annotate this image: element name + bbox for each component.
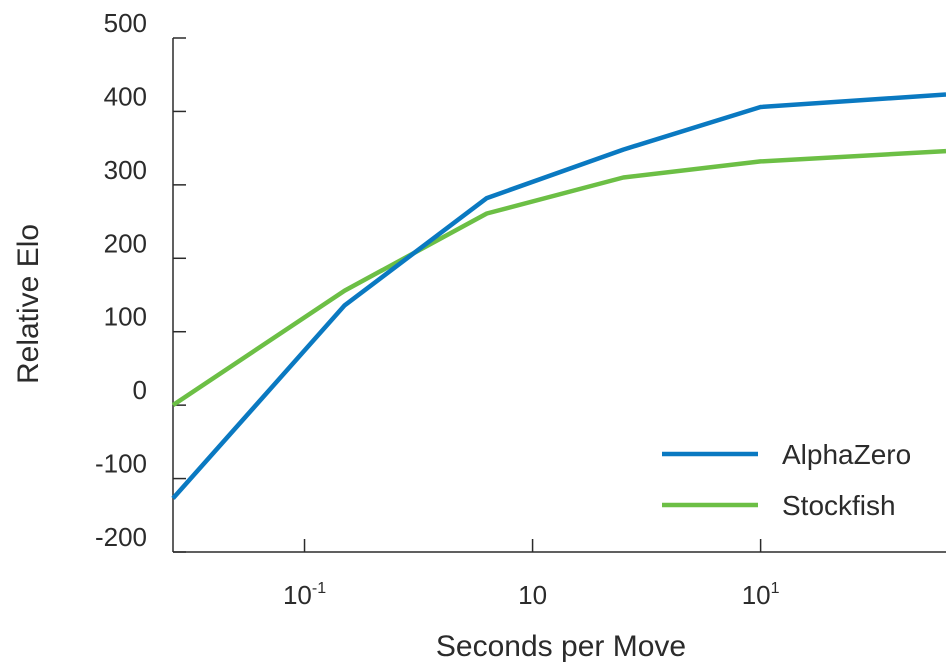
x-axis-label: Seconds per Move	[436, 630, 686, 663]
series-line-alphazero	[171, 92, 946, 500]
legend: AlphaZero Stockfish	[662, 439, 911, 521]
series-line-stockfish	[171, 148, 946, 407]
x-tick-label: 10-1	[283, 580, 326, 610]
x-tick-label: 10	[518, 580, 547, 610]
y-axis-label: Relative Elo	[12, 224, 45, 384]
y-tick-label: 200	[104, 228, 147, 258]
y-tick-label: 500	[104, 8, 147, 38]
y-tick-label: -200	[95, 522, 147, 552]
legend-label-alphazero: AlphaZero	[782, 439, 911, 470]
y-tick-label: 100	[104, 302, 147, 332]
y-tick-label: -100	[95, 449, 147, 479]
axes	[172, 38, 946, 553]
y-tick-label: 300	[104, 155, 147, 185]
series-group	[171, 92, 946, 500]
x-axis-ticks: 10-1 10 101	[283, 539, 780, 610]
x-tick-label: 101	[742, 580, 780, 610]
y-tick-label: 0	[133, 375, 147, 405]
legend-label-stockfish: Stockfish	[782, 490, 896, 521]
y-axis-ticks: 500 400 300 200 100 0 -100 -200	[95, 8, 186, 553]
y-tick-label: 400	[104, 81, 147, 111]
